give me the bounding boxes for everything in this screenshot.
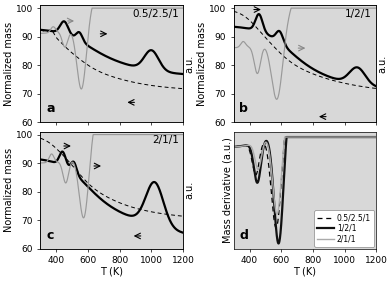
2/1/1 bbox=[231, 145, 236, 149]
Y-axis label: a.u.: a.u. bbox=[185, 55, 194, 73]
0.5/2.5/1 bbox=[301, 135, 305, 139]
Y-axis label: a.u.: a.u. bbox=[378, 55, 388, 73]
1/2/1 bbox=[301, 135, 305, 139]
1/2/1 bbox=[297, 135, 302, 139]
2/1/1 bbox=[301, 135, 305, 139]
Text: b: b bbox=[240, 102, 248, 115]
1/2/1 bbox=[374, 135, 379, 139]
1/2/1 bbox=[370, 135, 375, 139]
Text: 0.5/2.5/1: 0.5/2.5/1 bbox=[132, 9, 179, 19]
0.5/2.5/1 bbox=[344, 135, 348, 139]
Y-axis label: Normalized mass: Normalized mass bbox=[4, 22, 14, 106]
1/2/1 bbox=[239, 144, 243, 148]
Text: d: d bbox=[240, 229, 248, 242]
Legend: 0.5/2.5/1, 1/2/1, 2/1/1: 0.5/2.5/1, 1/2/1, 2/1/1 bbox=[314, 210, 374, 246]
0.5/2.5/1 bbox=[282, 135, 287, 139]
Line: 2/1/1: 2/1/1 bbox=[234, 137, 376, 214]
0.5/2.5/1 bbox=[239, 144, 243, 148]
0.5/2.5/1 bbox=[370, 135, 375, 139]
1/2/1 bbox=[231, 145, 236, 149]
2/1/1 bbox=[370, 135, 375, 139]
X-axis label: T (K): T (K) bbox=[294, 267, 316, 277]
Text: 1/2/1: 1/2/1 bbox=[345, 9, 372, 19]
1/2/1 bbox=[370, 135, 375, 139]
Line: 1/2/1: 1/2/1 bbox=[234, 137, 376, 243]
1/2/1 bbox=[344, 135, 348, 139]
2/1/1 bbox=[344, 135, 348, 139]
Text: c: c bbox=[46, 229, 54, 242]
2/1/1 bbox=[370, 135, 375, 139]
Line: 0.5/2.5/1: 0.5/2.5/1 bbox=[234, 137, 376, 228]
0.5/2.5/1 bbox=[374, 135, 379, 139]
0.5/2.5/1 bbox=[231, 145, 236, 149]
2/1/1 bbox=[239, 145, 243, 148]
1/2/1 bbox=[284, 135, 289, 139]
2/1/1 bbox=[374, 135, 379, 139]
2/1/1 bbox=[275, 212, 279, 216]
Text: 2/1/1: 2/1/1 bbox=[152, 135, 179, 145]
Y-axis label: a.u.: a.u. bbox=[185, 181, 194, 200]
Text: a: a bbox=[46, 102, 54, 115]
2/1/1 bbox=[297, 135, 302, 139]
Y-axis label: Normalized mass: Normalized mass bbox=[197, 22, 207, 106]
0.5/2.5/1 bbox=[370, 135, 375, 139]
0.5/2.5/1 bbox=[297, 135, 302, 139]
2/1/1 bbox=[282, 135, 287, 139]
X-axis label: T (K): T (K) bbox=[100, 267, 123, 277]
Y-axis label: Normalized mass: Normalized mass bbox=[4, 148, 14, 232]
Y-axis label: Mass derivative (a.u.): Mass derivative (a.u.) bbox=[222, 137, 232, 243]
1/2/1 bbox=[276, 242, 281, 245]
0.5/2.5/1 bbox=[274, 226, 278, 230]
